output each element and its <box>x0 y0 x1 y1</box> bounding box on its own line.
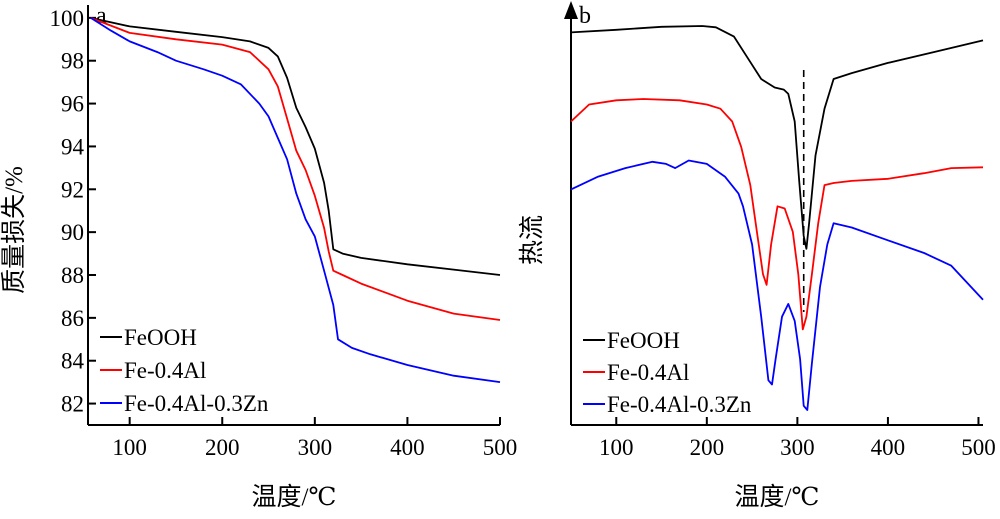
x-tick-label: 300 <box>298 435 333 460</box>
series-line-fe-0-4al <box>90 17 501 321</box>
y-tick-label: 96 <box>61 92 84 117</box>
y-tick-label: 84 <box>61 349 85 374</box>
y-axis-title: 热流 <box>518 215 546 265</box>
y-axis-title: 质量损失/% <box>0 166 28 294</box>
series-line-feooh <box>570 25 984 250</box>
legend-label: Fe-0.4Al <box>124 358 206 383</box>
x-tick-label: 400 <box>871 435 906 460</box>
legend-label: FeOOH <box>124 325 197 350</box>
y-tick-label: 92 <box>61 177 84 202</box>
legend-label: Fe-0.4Al-0.3Zn <box>607 392 752 417</box>
legend-label: FeOOH <box>607 328 680 353</box>
x-tick-label: 500 <box>961 435 996 460</box>
x-tick-label: 500 <box>483 435 518 460</box>
x-axis-title: 温度/℃ <box>252 483 337 511</box>
legend-label: Fe-0.4Al-0.3Zn <box>124 391 269 416</box>
series-line-fe-0-4al <box>570 98 984 331</box>
y-axis-arrow-icon <box>564 1 578 19</box>
y-tick-label: 100 <box>50 6 85 31</box>
x-tick-label: 300 <box>780 435 815 460</box>
panel-letter: a <box>96 3 107 29</box>
x-tick-label: 100 <box>112 435 147 460</box>
series-line-fe-0-4al-0-3zn <box>570 159 984 411</box>
y-tick-label: 88 <box>61 263 84 288</box>
series-line-fe-0-4al-0-3zn <box>90 17 501 383</box>
y-tick-label: 82 <box>61 392 84 417</box>
panel-letter: b <box>579 3 591 29</box>
y-tick-label: 86 <box>61 306 84 331</box>
panel-b-chart: 100 200 300 400 500 b 温度/℃ 热流 FeOOH Fe-0.4Al Fe-0.… <box>518 1 996 511</box>
series-line-feooh <box>90 17 501 276</box>
x-tick-label: 200 <box>205 435 240 460</box>
y-tick-label: 94 <box>61 134 85 159</box>
y-tick-label: 98 <box>61 49 84 74</box>
x-axis-title: 温度/℃ <box>735 483 820 511</box>
y-tick-label: 90 <box>61 220 84 245</box>
panel-a-chart: 100 200 300 400 500 82 84 86 88 90 92 94 96 98 100 a 温度/… <box>0 3 517 511</box>
x-tick-label: 400 <box>390 435 425 460</box>
x-tick-label: 200 <box>690 435 725 460</box>
legend-label: Fe-0.4Al <box>607 360 689 385</box>
x-tick-label: 100 <box>599 435 634 460</box>
